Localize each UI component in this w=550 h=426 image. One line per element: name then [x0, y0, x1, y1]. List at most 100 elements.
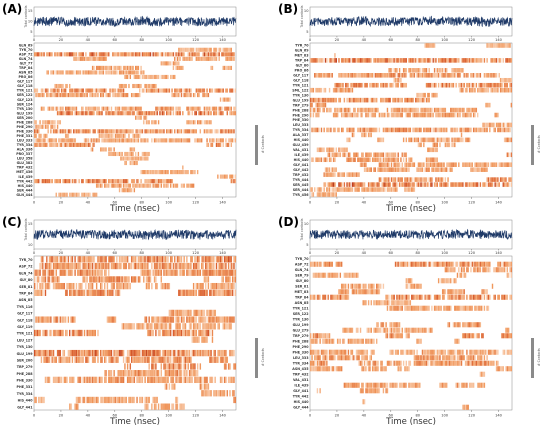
heat-cell — [195, 256, 197, 263]
heat-cell — [382, 127, 385, 133]
heat-cell — [207, 269, 210, 276]
heat-cell — [374, 182, 377, 187]
heat-cell — [332, 147, 335, 153]
heat-cell — [229, 111, 231, 116]
heat-cell — [126, 188, 129, 193]
heat-cell — [176, 138, 179, 143]
heat-cell — [219, 282, 222, 290]
heat-cell — [89, 142, 91, 147]
heat-cell — [137, 93, 140, 98]
heat-cell — [165, 111, 168, 116]
heat-cell — [108, 93, 110, 98]
heat-cell — [207, 120, 210, 125]
heat-cell — [215, 47, 218, 52]
heat-cell — [155, 262, 157, 270]
heat-cell — [199, 376, 202, 384]
heat-cell — [451, 107, 453, 113]
heat-cell — [130, 129, 133, 134]
xtick-label: 20 — [59, 414, 64, 418]
heat-cell — [401, 107, 403, 113]
heat-cell — [73, 93, 75, 98]
heat-cell — [101, 65, 103, 70]
heat-cell — [342, 147, 344, 153]
heat-cell — [398, 73, 401, 78]
heat-cell — [444, 142, 447, 148]
heat-cell — [315, 127, 317, 133]
heat-cell — [369, 157, 371, 163]
heat-cell — [69, 129, 71, 134]
heat-cell — [370, 58, 372, 63]
heat-cell — [384, 82, 386, 88]
heat-cell — [188, 129, 191, 134]
heat-cell — [186, 349, 188, 357]
heat-cell — [199, 269, 202, 276]
heat-cell — [222, 356, 224, 363]
heat-cell — [149, 111, 152, 116]
heat-cell — [125, 111, 127, 116]
heat-cell — [120, 111, 122, 116]
heat-cell — [421, 137, 424, 143]
heat-cell — [186, 256, 188, 263]
heat-cell — [398, 112, 401, 118]
heat-cell — [153, 269, 156, 276]
heat-cell — [482, 261, 484, 267]
heat-cell — [362, 157, 364, 163]
heat-cell — [332, 112, 335, 118]
heat-cell — [229, 276, 231, 283]
heat-cell — [148, 111, 150, 116]
heat-cell — [330, 192, 332, 197]
heat-cell — [487, 43, 490, 48]
heat-cell — [120, 276, 122, 283]
heat-cell — [64, 129, 67, 134]
heat-cell — [421, 261, 424, 267]
heat-cell — [44, 356, 47, 363]
heat-cell — [184, 56, 187, 61]
heat-cell — [55, 129, 57, 134]
heat-cell — [440, 107, 443, 113]
heat-cell — [85, 356, 87, 363]
heat-cell — [234, 269, 237, 276]
heat-cell — [223, 47, 226, 52]
heat-cell — [83, 138, 86, 143]
heat-cell — [191, 129, 193, 134]
heat-cell — [118, 376, 121, 384]
heat-cell — [345, 107, 347, 113]
heat-cell — [73, 289, 75, 296]
heat-cell — [448, 142, 451, 148]
heat-cell — [85, 276, 87, 283]
heat-cell — [444, 58, 447, 63]
heat-cell — [175, 88, 177, 93]
heat-cell — [73, 329, 75, 337]
heat-cell — [36, 276, 39, 283]
heat-cell — [110, 276, 113, 283]
heat-cell — [188, 262, 191, 270]
heat-cell — [221, 52, 223, 57]
heat-cell — [460, 261, 463, 267]
heat-cell — [345, 152, 347, 158]
heat-cell — [176, 262, 179, 270]
heat-cell — [398, 97, 401, 103]
heat-cell — [425, 68, 428, 73]
heat-cell — [400, 127, 402, 133]
heat-cell — [233, 262, 235, 270]
heat-cell — [427, 92, 429, 98]
heat-cell — [315, 87, 317, 93]
heat-cell — [64, 316, 67, 323]
heat-cell — [351, 73, 354, 78]
heat-cell — [433, 43, 436, 48]
heat-cell — [233, 276, 235, 283]
heat-cell — [62, 111, 64, 116]
heat-cell — [125, 188, 127, 193]
heat-cell — [499, 82, 502, 88]
heat-cell — [326, 107, 328, 113]
heat-cell — [322, 192, 324, 197]
heat-cell — [124, 129, 126, 134]
heat-cell — [59, 142, 61, 147]
heat-cell — [408, 127, 410, 133]
heat-cell — [40, 356, 43, 363]
heat-cell — [431, 177, 433, 182]
heat-cell — [156, 138, 158, 143]
heat-cell — [222, 174, 224, 179]
heat-cell — [202, 269, 204, 276]
heat-cell — [427, 73, 429, 78]
